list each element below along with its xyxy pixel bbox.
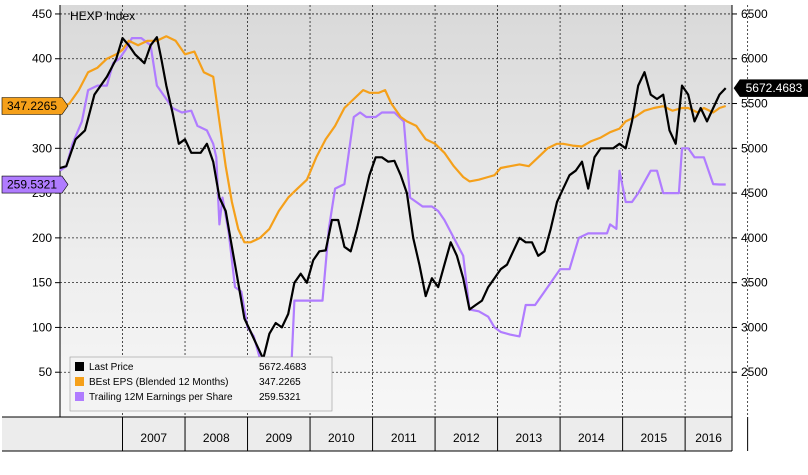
- right-tick-label: 3500: [741, 276, 768, 290]
- left-tick-label: 450: [32, 7, 52, 21]
- legend-swatch: [75, 377, 84, 386]
- last-value-label: 5672.4683: [746, 81, 803, 95]
- right-tick-label: 4500: [741, 186, 768, 200]
- right-tick-label: 6500: [741, 7, 768, 21]
- left-tick-label: 400: [32, 52, 52, 66]
- legend-label: Trailing 12M Earnings per Share: [89, 392, 233, 403]
- year-label: 2007: [140, 431, 167, 445]
- last-value-label: 259.5321: [7, 178, 57, 192]
- right-tick-label: 6000: [741, 52, 768, 66]
- legend: Last Price 5672.4683 BEst EPS (Blended 12 …: [70, 357, 332, 411]
- right-tick-label: 5000: [741, 141, 768, 155]
- last-value-label: 347.2265: [7, 99, 57, 113]
- year-label: 2014: [578, 431, 605, 445]
- legend-swatch: [75, 362, 84, 371]
- left-tick-label: 150: [32, 276, 52, 290]
- left-tick-label: 50: [39, 365, 53, 379]
- year-label: 2010: [328, 431, 355, 445]
- left-tick-label: 100: [32, 320, 52, 334]
- year-label: 2015: [641, 431, 668, 445]
- legend-label: BEst EPS (Blended 12 Months): [89, 377, 229, 388]
- right-tick-label: 4000: [741, 231, 768, 245]
- chart-title: HEXP Index: [70, 9, 135, 23]
- legend-value: 5672.4683: [259, 362, 307, 373]
- year-label: 2011: [391, 431, 417, 445]
- year-label: 2016: [695, 431, 722, 445]
- year-label: 2009: [265, 431, 292, 445]
- year-label: 2008: [203, 431, 230, 445]
- year-label: 2012: [453, 431, 480, 445]
- left-tick-label: 200: [32, 231, 52, 245]
- plot-background: [60, 5, 732, 417]
- right-tick-label: 5500: [741, 97, 768, 111]
- legend-label: Last Price: [89, 362, 134, 373]
- right-tick-label: 2500: [741, 365, 768, 379]
- right-tick-label: 3000: [741, 320, 768, 334]
- left-tick-label: 300: [32, 141, 52, 155]
- legend-value: 259.5321: [259, 392, 301, 403]
- legend-swatch: [75, 392, 84, 401]
- legend-value: 347.2265: [259, 377, 301, 388]
- year-label: 2013: [515, 431, 542, 445]
